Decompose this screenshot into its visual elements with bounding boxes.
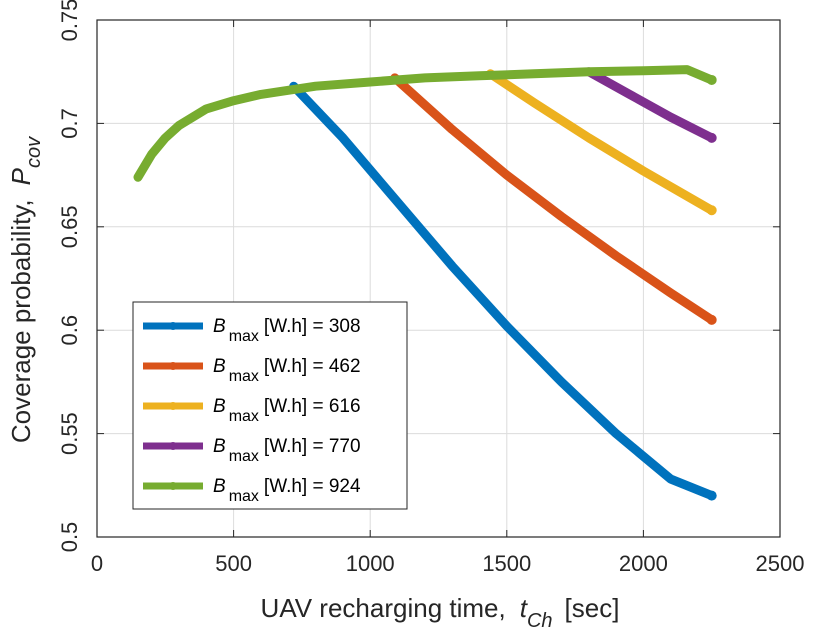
series-line-5 xyxy=(133,65,717,182)
ticks: 0 500 1000 1500 2000 2500 0.5 0.55 0.6 0.65 0.7 0.7… xyxy=(57,0,804,576)
y-tick-label: 0.5 xyxy=(57,522,82,553)
y-tick-label: 0.7 xyxy=(57,108,82,139)
x-tick-label: 2500 xyxy=(756,551,805,576)
series-end-marker-3 xyxy=(706,205,717,216)
legend-marker-1 xyxy=(169,322,177,330)
series-line-2 xyxy=(390,73,717,325)
y-axis-label: Coverage probability,Pcov xyxy=(6,136,45,443)
x-tick-label: 1000 xyxy=(346,551,395,576)
y-tick-label: 0.65 xyxy=(57,205,82,248)
plot-frame xyxy=(96,19,781,538)
series-line-3 xyxy=(485,69,717,215)
series-end-marker-2 xyxy=(706,314,717,325)
legend-marker-3 xyxy=(169,402,177,410)
x-tick-label: 500 xyxy=(215,551,252,576)
series-line-1 xyxy=(289,81,717,501)
x-tick-label: 1500 xyxy=(482,551,531,576)
series-lines xyxy=(133,65,717,501)
series-end-marker-5 xyxy=(706,74,717,85)
legend-marker-2 xyxy=(169,362,177,370)
series-end-marker-4 xyxy=(706,132,717,143)
y-tick-label: 0.75 xyxy=(57,0,82,41)
x-tick-label: 2000 xyxy=(619,551,668,576)
x-axis-label: UAV recharging time, tCh [sec] xyxy=(261,593,620,632)
legend-marker-5 xyxy=(169,482,177,490)
legend-marker-4 xyxy=(169,442,177,450)
y-tick-label: 0.6 xyxy=(57,315,82,346)
series-end-marker-1 xyxy=(706,490,717,501)
y-tick-label: 0.55 xyxy=(57,412,82,455)
series-line-4 xyxy=(584,67,717,143)
x-tick-label: 0 xyxy=(91,551,103,576)
